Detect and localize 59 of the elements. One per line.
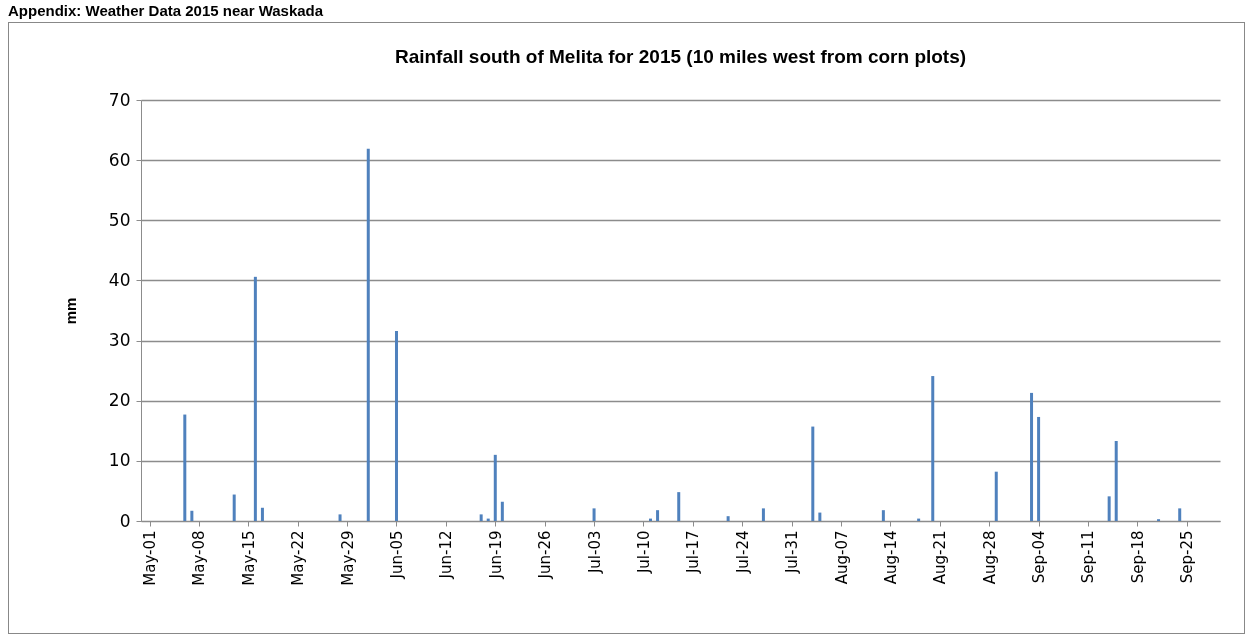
y-tick-label: 30: [108, 330, 131, 351]
x-tick-label: Jun-05: [387, 530, 406, 580]
x-tick-label: Aug-28: [980, 530, 999, 585]
bar: [338, 514, 342, 521]
bar: [677, 492, 681, 521]
bar: [1037, 416, 1041, 521]
bar: [726, 516, 730, 521]
y-tick-label: 10: [108, 450, 131, 471]
bar: [232, 494, 236, 521]
bar: [500, 501, 504, 521]
x-tick-label: Jul-31: [783, 530, 802, 575]
bar: [761, 508, 765, 521]
bar: [366, 148, 370, 521]
y-tick-label: 20: [108, 390, 131, 411]
x-tick-label: Aug-21: [931, 530, 950, 585]
bar: [994, 471, 998, 521]
bar: [479, 514, 483, 521]
x-tick-label: Sep-25: [1178, 530, 1197, 584]
y-tick-label: 50: [108, 209, 131, 230]
x-tick-label: Jun-12: [437, 530, 456, 580]
y-tick-label: 40: [108, 269, 131, 290]
x-tick-label: Sep-04: [1030, 530, 1049, 584]
chart-title: Rainfall south of Melita for 2015 (10 miles west from corn plots): [394, 46, 967, 67]
bar: [1114, 441, 1118, 521]
x-tick-label: Jul-24: [733, 530, 752, 575]
bar: [493, 454, 497, 521]
x-tick-label: May-22: [289, 530, 308, 586]
bar: [253, 276, 257, 521]
y-axis-title: mm: [61, 297, 79, 325]
x-tick-label: Jul-10: [634, 530, 653, 575]
bar: [931, 376, 935, 521]
x-tick-label: Jun-26: [536, 530, 555, 580]
x-tick-label: May-08: [190, 530, 209, 586]
x-tick-label: Sep-11: [1079, 530, 1098, 584]
bar: [656, 510, 660, 521]
y-tick-label: 70: [108, 89, 131, 110]
bar: [183, 414, 187, 521]
bar: [260, 507, 264, 521]
bar: [881, 510, 885, 521]
bar: [811, 426, 815, 521]
bar: [1178, 508, 1182, 521]
bar: [818, 512, 822, 521]
x-tick-label: May-01: [141, 530, 160, 586]
x-tick-label: Jul-17: [684, 530, 703, 575]
bar: [190, 510, 194, 521]
bar: [1030, 392, 1034, 521]
x-tick-label: Jun-19: [486, 530, 505, 580]
bar: [592, 508, 596, 521]
x-tick-label: Jul-03: [585, 530, 604, 575]
bar: [394, 330, 398, 521]
x-tick-label: Aug-07: [832, 530, 851, 585]
bar: [1107, 496, 1111, 521]
y-tick-label: 0: [119, 510, 131, 531]
text: Appendix: Weather Data 2015 near Waskada: [7, 1, 325, 20]
x-tick-label: May-29: [338, 530, 357, 586]
x-tick-label: Sep-18: [1128, 530, 1147, 584]
x-tick-label: Aug-14: [881, 530, 900, 585]
x-tick-label: May-15: [239, 530, 258, 586]
y-tick-label: 60: [108, 149, 131, 170]
